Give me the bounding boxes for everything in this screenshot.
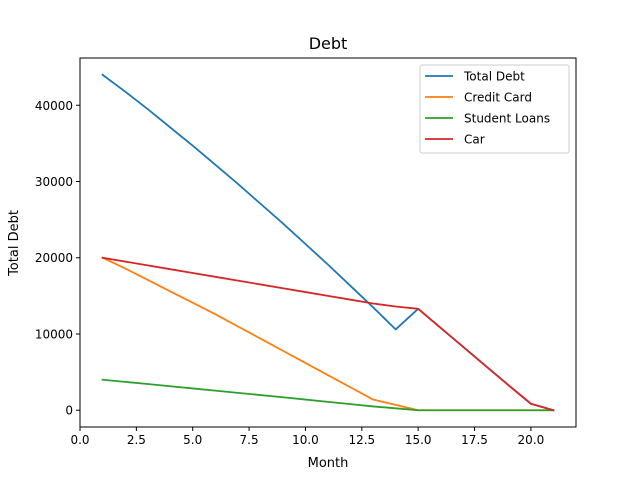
legend: Total Debt Credit Card Student Loans Car bbox=[419, 64, 570, 154]
y-axis-ticks: 0 10000 20000 30000 40000 bbox=[35, 99, 80, 418]
y-axis-label: Total Debt bbox=[7, 210, 22, 277]
y-tick-label: 20000 bbox=[35, 251, 73, 265]
y-tick-label: 30000 bbox=[35, 175, 73, 189]
x-tick-label: 7.5 bbox=[240, 433, 259, 447]
x-axis-ticks: 0.0 2.5 5.0 7.5 10.0 12.5 15.0 17.5 20.0 bbox=[70, 427, 544, 447]
y-tick-label: 10000 bbox=[35, 327, 73, 341]
legend-label-car: Car bbox=[464, 133, 485, 147]
x-tick-label: 15.0 bbox=[405, 433, 432, 447]
series-layer bbox=[101, 73, 555, 412]
chart-title: Debt bbox=[309, 34, 348, 53]
x-tick-label: 12.5 bbox=[348, 433, 375, 447]
plot-frame bbox=[79, 57, 577, 428]
legend-label-credit-card: Credit Card bbox=[464, 91, 532, 105]
series-line-car bbox=[101, 256, 555, 412]
x-axis-label: Month bbox=[308, 456, 349, 471]
y-tick-label: 40000 bbox=[35, 99, 73, 113]
series-line-student-loans bbox=[101, 378, 555, 412]
x-tick-label: 20.0 bbox=[518, 433, 545, 447]
x-tick-label: 5.0 bbox=[183, 433, 202, 447]
y-tick-label: 0 bbox=[65, 404, 73, 418]
x-tick-label: 10.0 bbox=[292, 433, 319, 447]
x-tick-label: 0.0 bbox=[70, 433, 89, 447]
legend-label-total-debt: Total Debt bbox=[463, 70, 525, 84]
legend-box bbox=[419, 64, 570, 154]
x-tick-label: 17.5 bbox=[461, 433, 488, 447]
x-tick-label: 2.5 bbox=[127, 433, 146, 447]
legend-label-student-loans: Student Loans bbox=[464, 112, 550, 126]
